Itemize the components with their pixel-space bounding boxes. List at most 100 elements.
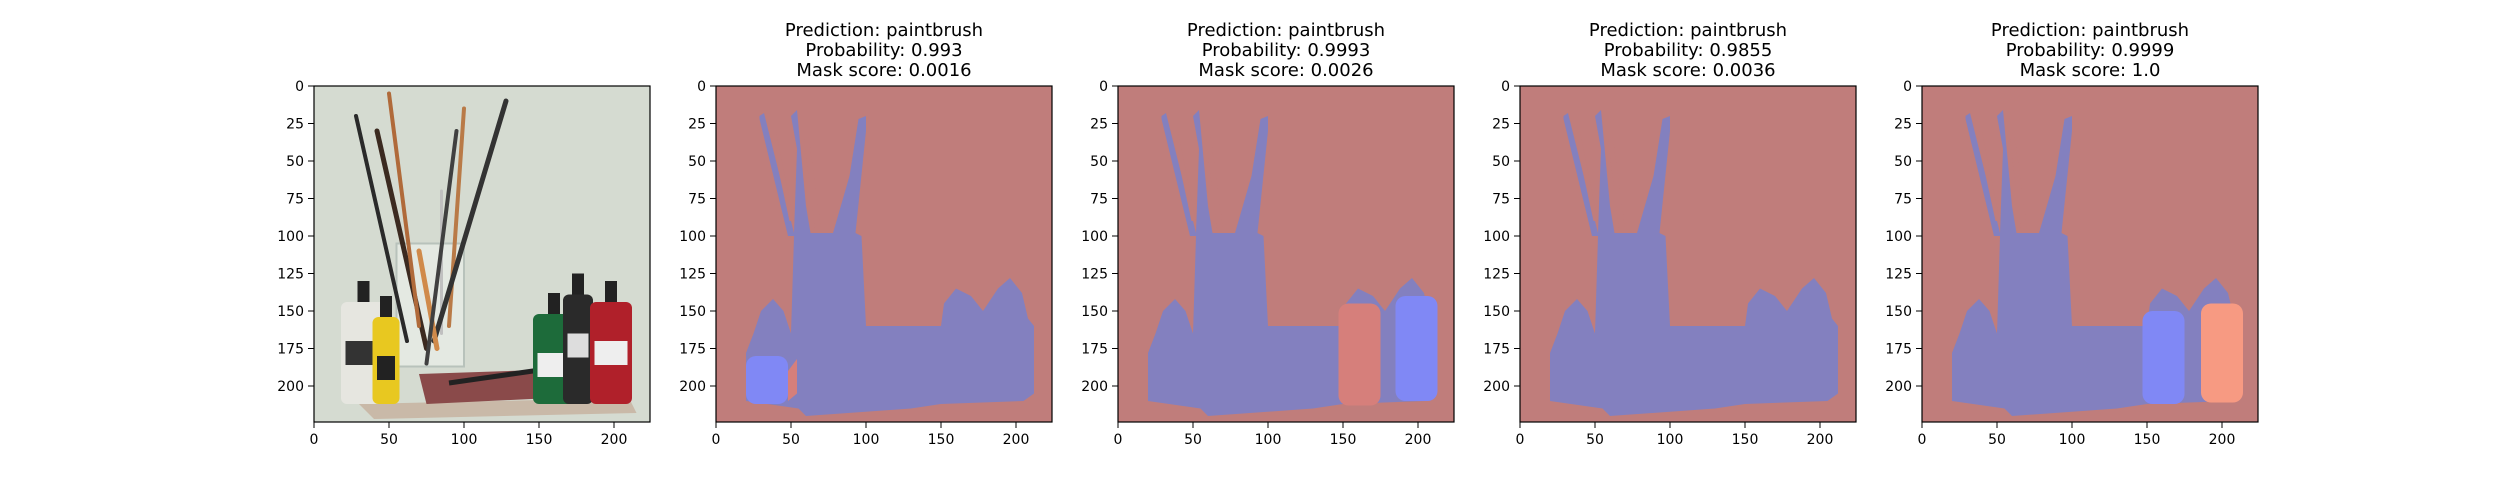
bottle-green-cap bbox=[548, 293, 560, 314]
object-mask bbox=[746, 110, 1034, 416]
brush-2 bbox=[387, 91, 421, 328]
x-tick-label: 50 bbox=[380, 432, 398, 448]
axes-frame bbox=[1921, 85, 2259, 423]
y-tick-label: 50 bbox=[1492, 154, 1510, 170]
y-tick-label: 150 bbox=[277, 304, 304, 320]
panel-title-line: Prediction: paintbrush bbox=[1589, 20, 1787, 41]
x-tick-label: 200 bbox=[1003, 432, 1030, 448]
y-tick-label: 75 bbox=[286, 192, 304, 208]
object-mask-base bbox=[861, 341, 941, 394]
y-tick-label: 0 bbox=[1099, 79, 1108, 95]
bottle-yellow-label bbox=[377, 356, 395, 380]
bottle-red-label bbox=[594, 341, 628, 365]
x-tick-label: 0 bbox=[1918, 432, 1927, 448]
mask-gap bbox=[1976, 131, 2000, 221]
panel-title-line: Mask score: 0.0036 bbox=[1600, 60, 1775, 81]
y-tick-label: 200 bbox=[1885, 379, 1912, 395]
y-tick-label: 100 bbox=[1081, 229, 1108, 245]
mask-gap bbox=[803, 128, 821, 229]
y-tick-label: 200 bbox=[1081, 379, 1108, 395]
brush-0 bbox=[354, 114, 409, 343]
y-tick-label: 0 bbox=[1903, 79, 1912, 95]
y-tick-label: 200 bbox=[679, 379, 706, 395]
mask-gap bbox=[2009, 128, 2027, 229]
panel-title-line: Mask score: 0.0016 bbox=[796, 60, 971, 81]
y-tick-label: 125 bbox=[1885, 267, 1912, 283]
x-tick-label: 150 bbox=[1330, 432, 1357, 448]
x-tick-label: 50 bbox=[1184, 432, 1202, 448]
panel-0: 0 50 100 150 200 0 25 50 75 100 125 150 175 200 bbox=[277, 79, 651, 448]
y-tick-label: 100 bbox=[277, 229, 304, 245]
image-area bbox=[716, 86, 1052, 422]
x-tick-label: 50 bbox=[1988, 432, 2006, 448]
mask-gap bbox=[1574, 131, 1598, 221]
image-area bbox=[1922, 86, 2258, 422]
panel-title-line: Probability: 0.9855 bbox=[1604, 40, 1773, 61]
highlight-region bbox=[2201, 303, 2243, 403]
bottle-black-cap bbox=[572, 273, 584, 295]
x-tick-label: 150 bbox=[928, 432, 955, 448]
image-area bbox=[1520, 86, 1856, 422]
y-tick-label: 150 bbox=[1483, 304, 1510, 320]
axes-frame bbox=[715, 85, 1053, 423]
object-mask-base bbox=[1665, 341, 1745, 394]
y-tick-label: 75 bbox=[1894, 192, 1912, 208]
axes-frame bbox=[313, 85, 651, 423]
y-tick-label: 175 bbox=[1483, 342, 1510, 358]
bottle-black-label bbox=[567, 333, 589, 358]
panel-title-line: Mask score: 1.0 bbox=[2020, 60, 2161, 81]
y-tick-label: 50 bbox=[1894, 154, 1912, 170]
x-tick-label: 50 bbox=[1586, 432, 1604, 448]
y-tick-label: 125 bbox=[277, 267, 304, 283]
brush-6 bbox=[416, 248, 440, 351]
bottle-white-cap bbox=[357, 281, 370, 302]
highlight-region bbox=[1395, 296, 1438, 401]
panel-title-line: Probability: 0.993 bbox=[805, 40, 962, 61]
y-tick-label: 25 bbox=[1090, 117, 1108, 133]
y-tick-label: 50 bbox=[286, 154, 304, 170]
object-mask-base bbox=[2067, 341, 2147, 394]
y-tick-label: 175 bbox=[277, 342, 304, 358]
highlight-region bbox=[2142, 311, 2185, 404]
highlight-region bbox=[788, 359, 797, 401]
y-tick-label: 100 bbox=[1885, 229, 1912, 245]
y-tick-label: 175 bbox=[1885, 342, 1912, 358]
y-tick-label: 25 bbox=[1894, 117, 1912, 133]
object-mask bbox=[1550, 110, 1838, 416]
panel-title-line: Prediction: paintbrush bbox=[785, 20, 983, 41]
object-mask-base bbox=[1263, 341, 1343, 394]
mask-gap bbox=[1172, 131, 1196, 221]
y-tick-label: 125 bbox=[679, 267, 706, 283]
y-tick-label: 200 bbox=[277, 379, 304, 395]
axes-frame bbox=[1519, 85, 1857, 423]
y-tick-label: 100 bbox=[679, 229, 706, 245]
bottle-red-cap bbox=[605, 281, 617, 302]
x-tick-label: 100 bbox=[451, 432, 478, 448]
brush-5 bbox=[431, 98, 509, 344]
image-area bbox=[1118, 86, 1454, 422]
x-tick-label: 0 bbox=[1516, 432, 1525, 448]
mask-gap bbox=[770, 131, 794, 221]
x-tick-label: 200 bbox=[2209, 432, 2236, 448]
x-tick-label: 100 bbox=[1255, 432, 1282, 448]
axes-frame bbox=[1117, 85, 1455, 423]
panel-title-line: Mask score: 0.0026 bbox=[1198, 60, 1373, 81]
x-tick-label: 0 bbox=[1114, 432, 1123, 448]
mask-gap bbox=[1607, 128, 1625, 229]
x-tick-label: 150 bbox=[526, 432, 553, 448]
y-tick-label: 200 bbox=[1483, 379, 1510, 395]
panel-title-line: Prediction: paintbrush bbox=[1991, 20, 2189, 41]
y-tick-label: 25 bbox=[286, 117, 304, 133]
x-tick-label: 50 bbox=[782, 432, 800, 448]
panel-title-line: Probability: 0.9999 bbox=[2006, 40, 2175, 61]
x-tick-label: 0 bbox=[712, 432, 721, 448]
x-tick-label: 200 bbox=[601, 432, 628, 448]
panel-title-line: Probability: 0.9993 bbox=[1202, 40, 1371, 61]
y-tick-label: 0 bbox=[697, 79, 706, 95]
y-tick-label: 100 bbox=[1483, 229, 1510, 245]
x-tick-label: 100 bbox=[1657, 432, 1684, 448]
x-tick-label: 150 bbox=[1732, 432, 1759, 448]
